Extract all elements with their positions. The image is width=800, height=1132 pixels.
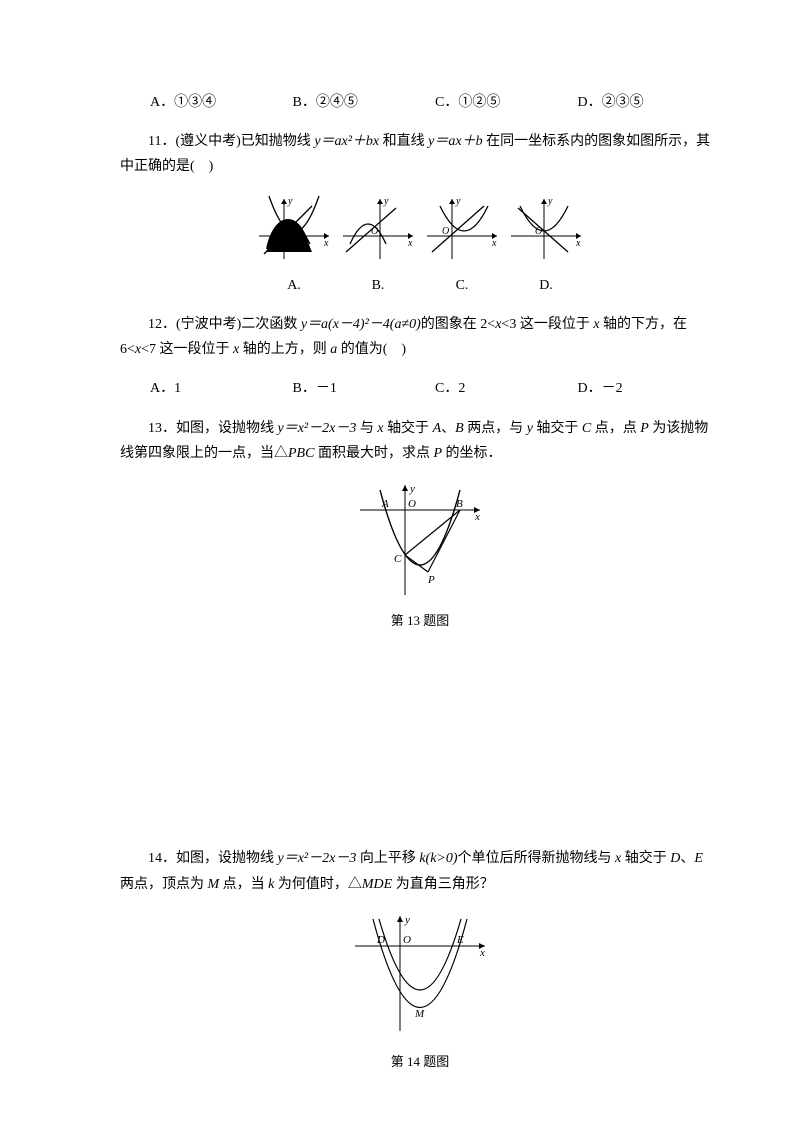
svg-text:A: A bbox=[381, 498, 389, 510]
q11-figures: O x y A. O x y B. bbox=[120, 194, 720, 298]
q11-label-a: A. bbox=[254, 273, 334, 298]
svg-text:x: x bbox=[575, 238, 581, 249]
q10-opt-c: C．①②⑤ bbox=[435, 90, 578, 115]
svg-text:y: y bbox=[547, 196, 553, 207]
svg-text:x: x bbox=[323, 238, 329, 249]
svg-text:P: P bbox=[427, 574, 435, 586]
svg-text:O: O bbox=[403, 934, 411, 946]
q14-caption: 第 14 题图 bbox=[120, 1050, 720, 1073]
q11-fig-b: O x y B. bbox=[338, 194, 418, 298]
q11-fig-a: O x y A. bbox=[254, 194, 334, 298]
svg-text:B: B bbox=[456, 498, 463, 510]
q13-text: 13．如图，设抛物线 y＝x²－2x－3 与 x 轴交于 A、B 两点，与 y … bbox=[120, 416, 720, 466]
q13-caption: 第 13 题图 bbox=[120, 609, 720, 632]
svg-text:O: O bbox=[274, 226, 281, 237]
svg-text:x: x bbox=[407, 238, 413, 249]
q11-text: 11．(遵义中考)已知抛物线 y＝ax²＋bx 和直线 y＝ax＋b 在同一坐标… bbox=[120, 129, 720, 179]
svg-text:O: O bbox=[408, 498, 416, 510]
svg-text:x: x bbox=[479, 947, 485, 959]
q11-fig-c: O x y C. bbox=[422, 194, 502, 298]
svg-text:y: y bbox=[455, 196, 461, 207]
q10-opt-a: A．①③④ bbox=[150, 90, 293, 115]
q12-opt-b: B．－1 bbox=[293, 376, 436, 401]
svg-text:O: O bbox=[535, 226, 542, 237]
q11-label-c: C. bbox=[422, 273, 502, 298]
q10-opt-b: B．②④⑤ bbox=[293, 90, 436, 115]
q12-options: A．1 B．－1 C．2 D．－2 bbox=[150, 376, 720, 401]
svg-text:O: O bbox=[442, 226, 449, 237]
q14-figure: D O E x y M 第 14 题图 bbox=[120, 911, 720, 1074]
q14-text: 14．如图，设抛物线 y＝x²－2x－3 向上平移 k(k>0)个单位后所得新抛… bbox=[120, 846, 720, 896]
q12-opt-c: C．2 bbox=[435, 376, 578, 401]
q10-options: A．①③④ B．②④⑤ C．①②⑤ D．②③⑤ bbox=[150, 90, 720, 115]
svg-text:C: C bbox=[394, 553, 402, 565]
svg-text:y: y bbox=[404, 914, 410, 926]
q11-fig-d: O x y D. bbox=[506, 194, 586, 298]
svg-text:y: y bbox=[287, 196, 293, 207]
svg-text:x: x bbox=[491, 238, 497, 249]
svg-text:y: y bbox=[409, 483, 415, 495]
svg-text:y: y bbox=[383, 196, 389, 207]
q12-opt-d: D．－2 bbox=[578, 376, 721, 401]
q13-figure: A O B x y C P 第 13 题图 bbox=[120, 480, 720, 633]
svg-text:D: D bbox=[376, 934, 385, 946]
q10-opt-d: D．②③⑤ bbox=[578, 90, 721, 115]
q11-label-d: D. bbox=[506, 273, 586, 298]
svg-text:O: O bbox=[371, 226, 378, 237]
q11-label-b: B. bbox=[338, 273, 418, 298]
svg-text:E: E bbox=[456, 934, 464, 946]
svg-text:x: x bbox=[474, 511, 480, 523]
svg-text:M: M bbox=[414, 1008, 425, 1020]
q12-text: 12．(宁波中考)二次函数 y＝a(x－4)²－4(a≠0)的图象在 2<x<3… bbox=[120, 312, 720, 362]
spacer bbox=[120, 632, 720, 832]
page: A．①③④ B．②④⑤ C．①②⑤ D．②③⑤ 11．(遵义中考)已知抛物线 y… bbox=[0, 0, 800, 1132]
q12-opt-a: A．1 bbox=[150, 376, 293, 401]
